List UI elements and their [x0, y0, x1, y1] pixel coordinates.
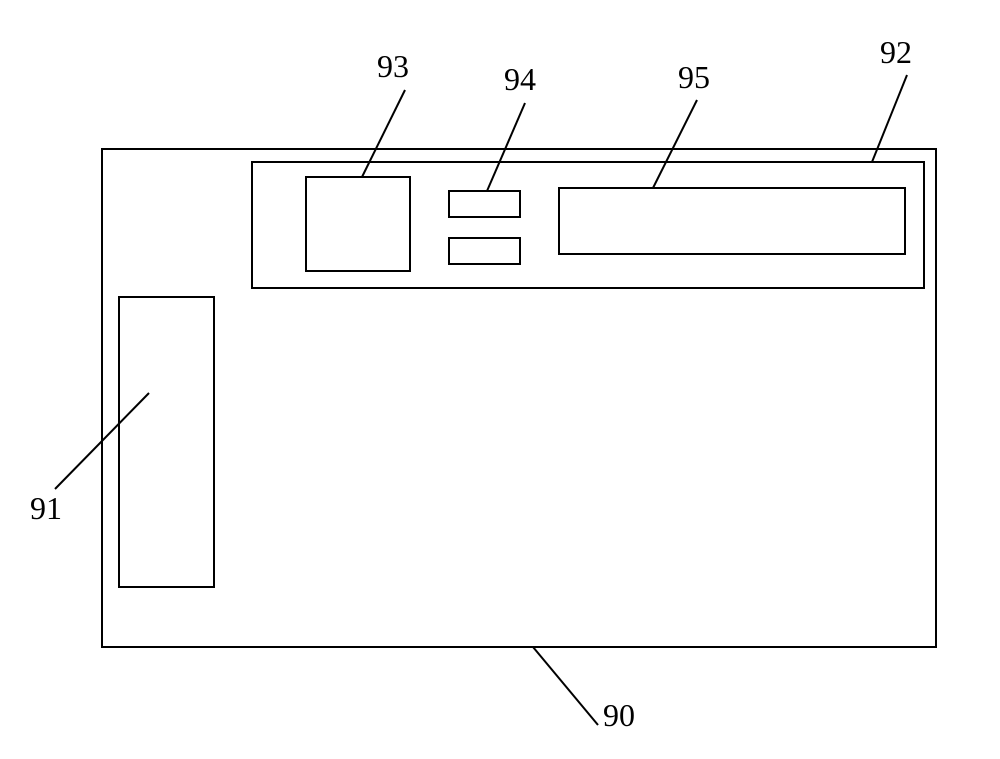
label-l90: 90 [603, 697, 635, 734]
shape-outer_rect [102, 149, 936, 647]
diagram-svg [0, 0, 1000, 759]
label-l91: 91 [30, 490, 62, 527]
shape-box_95 [559, 188, 905, 254]
leader-l93 [362, 90, 405, 177]
label-l95: 95 [678, 59, 710, 96]
leader-l95 [653, 100, 697, 188]
label-l93: 93 [377, 48, 409, 85]
shape-box_94_top [449, 191, 520, 217]
label-l92: 92 [880, 34, 912, 71]
shape-top_bar_92 [252, 162, 924, 288]
label-l94: 94 [504, 61, 536, 98]
shape-box_93 [306, 177, 410, 271]
leader-l90 [533, 647, 598, 725]
shape-box_94_bottom [449, 238, 520, 264]
leader-l94 [487, 103, 525, 191]
shape-side_rect_91 [119, 297, 214, 587]
